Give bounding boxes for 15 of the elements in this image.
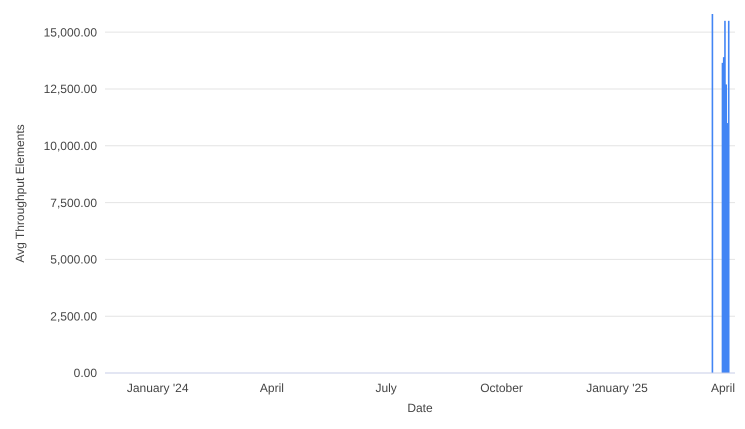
x-tick-label: October [480, 381, 523, 395]
x-tick-label: January '24 [126, 381, 189, 395]
x-axis-title: Date [407, 401, 433, 415]
y-tick-label: 5,000.00 [50, 252, 98, 267]
x-tick-label: April [710, 381, 735, 395]
x-tick-label: July [375, 381, 397, 395]
y-tick-label: 15,000.00 [44, 25, 98, 40]
y-tick-label: 7,500.00 [50, 196, 98, 210]
x-tick-label: January '25 [586, 381, 648, 395]
y-axis-title: Avg Throughput Elements [13, 124, 27, 263]
x-tick-label: April [260, 381, 284, 395]
y-tick-label: 2,500.00 [50, 309, 98, 324]
y-tick-label: 0.00 [74, 366, 98, 380]
y-tick-label: 12,500.00 [44, 82, 98, 96]
y-tick-label: 10,000.00 [44, 138, 98, 153]
